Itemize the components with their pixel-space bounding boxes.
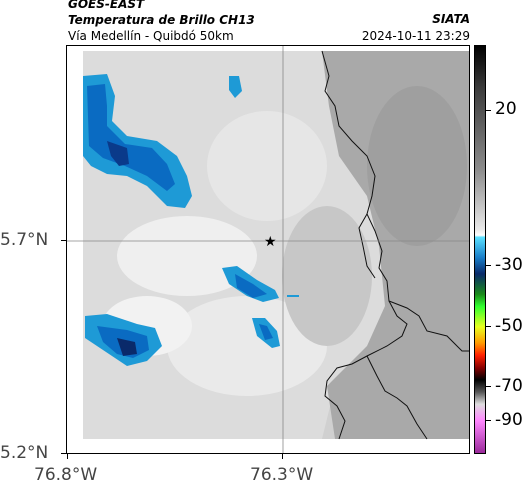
colorbar-label-m30: -30 <box>495 255 523 275</box>
bright-cloud-2 <box>167 296 327 396</box>
map-svg: ★ <box>67 46 469 453</box>
cb-tickmark-m70 <box>486 386 491 387</box>
cold-cloud-north <box>229 76 242 98</box>
lat-tickmark-1 <box>61 240 66 241</box>
temperature-colorbar <box>474 45 486 454</box>
bright-cloud-3 <box>207 111 327 221</box>
product-title: Temperatura de Brillo CH13 <box>68 13 255 27</box>
cb-tickmark-m50 <box>486 326 491 327</box>
dark-band <box>367 86 467 246</box>
lon-tick-label-2: 76.3°W <box>250 465 314 485</box>
colorbar-label-m50: -50 <box>495 316 523 336</box>
satellite-title: GOES-EAST <box>68 0 145 11</box>
lat-tick-label-1: 5.7°N <box>0 230 49 250</box>
cold-cloud-nw-core <box>87 84 175 191</box>
lon-tickmark-1 <box>67 454 68 459</box>
lon-tickmark-2 <box>282 454 283 459</box>
cold-cloud-sw-peak <box>117 338 137 356</box>
lat-tickmark-2 <box>61 453 66 454</box>
border-line-mid <box>358 213 376 279</box>
border-line-south <box>324 300 408 440</box>
border-line-east <box>321 50 469 352</box>
colorbar-label-m90: -90 <box>495 410 523 430</box>
star-icon[interactable]: ★ <box>264 234 277 250</box>
cb-tickmark-20 <box>486 110 491 111</box>
colorbar-label-20: 20 <box>495 99 517 119</box>
colorbar-label-m70: -70 <box>495 376 523 396</box>
cold-cloud-nw-peak <box>107 141 129 166</box>
datetime-label: 2024-10-11 23:29 <box>361 29 470 43</box>
org-label: SIATA <box>432 12 470 26</box>
lon-tick-label-1: 76.8°W <box>34 465 98 485</box>
satellite-map[interactable]: ★ <box>66 45 470 454</box>
cb-tickmark-m30 <box>486 265 491 266</box>
border-line-southeast <box>366 355 428 440</box>
region-subtitle: Vía Medellín - Quibdó 50km <box>68 29 234 43</box>
grey-band <box>282 206 372 346</box>
cold-cloud-center-core <box>235 274 267 298</box>
cb-tickmark-m90 <box>486 420 491 421</box>
bright-cloud-1 <box>117 216 257 296</box>
lat-tick-label-2: 5.2°N <box>0 443 49 463</box>
cold-cloud-south-core <box>259 324 273 340</box>
